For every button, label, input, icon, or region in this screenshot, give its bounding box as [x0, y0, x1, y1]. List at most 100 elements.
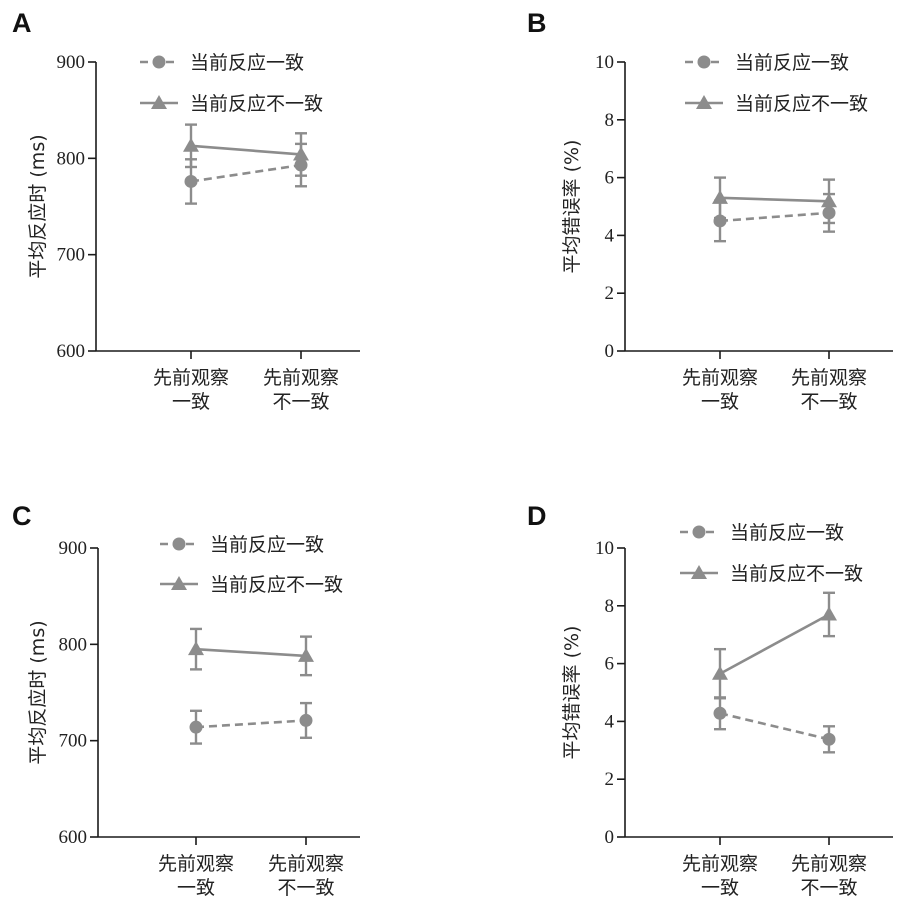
y-tick-label: 10 — [595, 52, 614, 73]
y-axis-label: 平均错误率 (%) — [561, 626, 583, 760]
legend-triangle-marker — [691, 565, 707, 579]
y-tick-label: 600 — [59, 827, 88, 848]
panel-letter: A — [12, 8, 32, 38]
y-tick-label: 10 — [595, 538, 614, 559]
series-line — [190, 163, 302, 183]
x-tick-label: 先前观察一致 — [682, 853, 758, 899]
y-axis-label: 平均反应时 (ms) — [27, 134, 49, 278]
legend-circle-marker — [172, 537, 186, 551]
y-tick-label: 900 — [57, 52, 86, 73]
panel-letter: B — [527, 8, 547, 38]
x-tick-label-line: 先前观察 — [158, 853, 234, 875]
y-tick-label: 700 — [57, 245, 86, 266]
y-tick-label: 8 — [605, 596, 615, 617]
x-tick-label-line: 不一致 — [800, 877, 857, 899]
legend-triangle-marker — [171, 576, 187, 590]
legend-circle-marker — [697, 55, 711, 69]
circle-point — [299, 713, 313, 727]
legend-item: 当前反应一致 — [680, 522, 844, 544]
legend-circle-marker — [152, 55, 166, 69]
triangle-point — [298, 647, 314, 662]
x-tick-label: 先前观察不一致 — [268, 853, 344, 899]
x-tick-label-line: 先前观察 — [268, 853, 344, 875]
panel-letter: D — [527, 501, 547, 531]
legend-label: 当前反应不一致 — [210, 574, 343, 596]
x-tick-label-line: 先前观察 — [791, 367, 867, 389]
legend-circle-marker — [692, 525, 706, 539]
y-tick-label: 800 — [57, 148, 86, 169]
legend-item: 当前反应一致 — [160, 534, 324, 556]
x-tick-label-line: 一致 — [172, 391, 210, 413]
triangle-point — [712, 189, 728, 204]
legend-label: 当前反应一致 — [730, 522, 844, 544]
y-tick-label: 700 — [59, 731, 88, 752]
legend-item: 当前反应一致 — [140, 52, 304, 74]
triangle-point — [293, 146, 309, 161]
x-tick-label-line: 不一致 — [277, 877, 334, 899]
legend-triangle-marker — [151, 95, 167, 109]
y-axis-label: 平均反应时 (ms) — [27, 620, 49, 764]
series-line — [719, 613, 830, 675]
x-tick-label-line: 不一致 — [800, 391, 857, 413]
y-tick-label: 2 — [605, 283, 615, 304]
circle-point — [822, 732, 836, 746]
legend-label: 当前反应不一致 — [735, 93, 868, 115]
legend-label: 当前反应一致 — [190, 52, 304, 74]
legend-label: 当前反应不一致 — [730, 563, 863, 585]
legend-label: 当前反应一致 — [735, 52, 849, 74]
y-tick-label: 4 — [605, 711, 615, 732]
x-tick-label-line: 先前观察 — [791, 853, 867, 875]
y-tick-label: 8 — [605, 110, 615, 131]
y-tick-label: 2 — [605, 769, 615, 790]
series-consistent — [713, 696, 836, 754]
series-inconsistent — [183, 123, 309, 177]
y-tick-label: 900 — [59, 538, 88, 559]
x-tick-label: 先前观察一致 — [153, 367, 229, 413]
circle-point — [184, 174, 198, 188]
legend-item: 当前反应不一致 — [680, 563, 863, 585]
y-tick-label: 0 — [605, 341, 615, 362]
y-axis-label: 平均错误率 (%) — [561, 140, 583, 274]
series-line — [190, 144, 302, 156]
x-tick-label-line: 一致 — [701, 877, 739, 899]
x-tick-label: 先前观察一致 — [158, 853, 234, 899]
y-tick-label: 0 — [605, 827, 615, 848]
y-tick-label: 600 — [57, 341, 86, 362]
x-tick-label: 先前观察不一致 — [791, 853, 867, 899]
legend-item: 当前反应不一致 — [685, 93, 868, 115]
x-tick-label-line: 不一致 — [272, 391, 329, 413]
legend-label: 当前反应一致 — [210, 534, 324, 556]
legend-item: 当前反应一致 — [685, 52, 849, 74]
triangle-point — [188, 641, 204, 656]
series-line — [195, 647, 307, 658]
y-tick-label: 800 — [59, 634, 88, 655]
y-tick-label: 6 — [605, 168, 615, 189]
x-tick-label-line: 先前观察 — [263, 367, 339, 389]
series-consistent — [189, 701, 313, 745]
triangle-point — [712, 665, 728, 680]
series-line — [195, 719, 307, 729]
x-tick-label: 先前观察不一致 — [791, 367, 867, 413]
x-tick-label-line: 一致 — [701, 391, 739, 413]
x-tick-label-line: 先前观察 — [682, 367, 758, 389]
x-tick-label-line: 一致 — [177, 877, 215, 899]
series-inconsistent — [188, 627, 314, 677]
series-inconsistent — [712, 591, 837, 700]
x-tick-label-line: 先前观察 — [682, 853, 758, 875]
legend-label: 当前反应不一致 — [190, 93, 323, 115]
y-tick-label: 6 — [605, 654, 615, 675]
legend-triangle-marker — [696, 95, 712, 109]
panel-letter: C — [12, 501, 32, 531]
series-inconsistent — [712, 176, 837, 225]
y-tick-label: 4 — [605, 225, 615, 246]
triangle-point — [821, 606, 837, 621]
circle-point — [713, 706, 727, 720]
triangle-point — [183, 137, 199, 152]
series-line — [719, 211, 830, 223]
x-tick-label: 先前观察不一致 — [263, 367, 339, 413]
